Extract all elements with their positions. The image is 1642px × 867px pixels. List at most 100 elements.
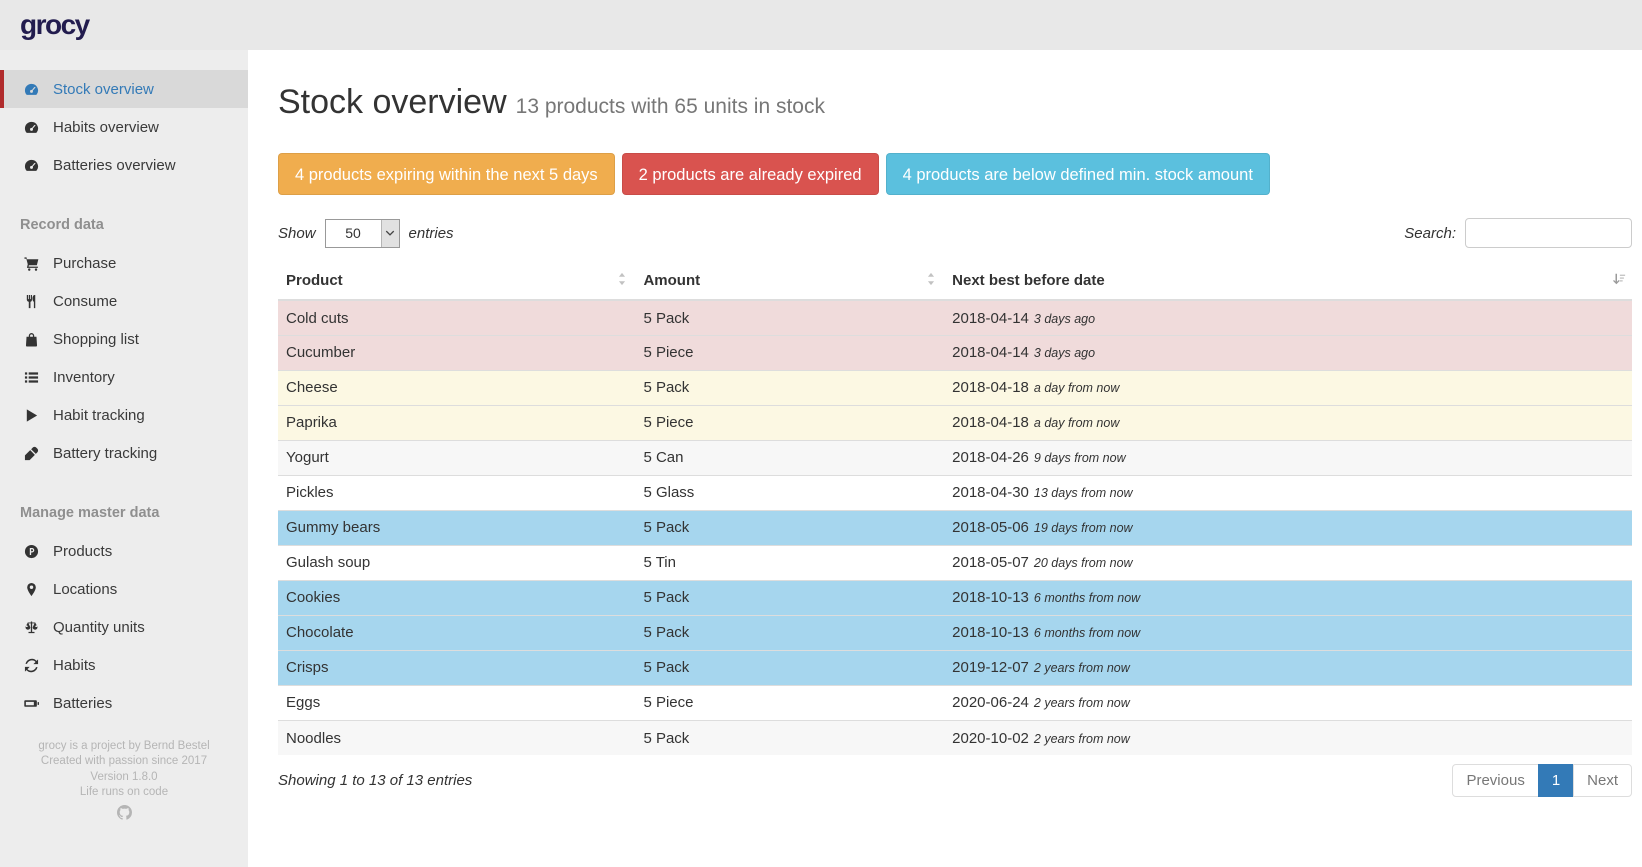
time-ago-note: 13 days from now xyxy=(1033,486,1133,501)
alert-expiring-soon[interactable]: 4 products expiring within the next 5 da… xyxy=(278,153,615,196)
sidebar-item-products[interactable]: Products xyxy=(0,532,248,570)
sidebar-item-label: Locations xyxy=(53,580,118,598)
best-before-date: 2018-10-13 xyxy=(952,589,1029,607)
sidebar-item-label: Shopping list xyxy=(53,330,139,348)
sidebar-item-label: Products xyxy=(53,542,113,560)
search-input[interactable] xyxy=(1465,218,1632,249)
p-circle-icon xyxy=(24,544,46,559)
best-before-date: 2018-04-14 xyxy=(952,309,1029,327)
time-ago-note: 6 months from now xyxy=(1033,591,1141,606)
sidebar-item-label: Purchase xyxy=(53,254,117,272)
table-row-chocolate: Chocolate 5 Pack 2018-10-13 6 months from n… xyxy=(278,614,1632,651)
cell-product: Paprika xyxy=(278,404,636,441)
app-logo[interactable]: grocy xyxy=(20,9,90,40)
pen-icon xyxy=(24,446,46,461)
sidebar-item-habits-overview[interactable]: Habits overview xyxy=(0,108,248,146)
sidebar-item-label: Habits xyxy=(53,656,96,674)
column-header-next-best-before-date[interactable]: Next best before date xyxy=(944,262,1632,302)
alert-below-min-stock[interactable]: 4 products are below defined min. stock … xyxy=(885,153,1270,196)
sidebar-nav: Stock overview Habits overview Batteries o… xyxy=(0,50,248,722)
sidebar-item-label: Quantity units xyxy=(53,618,145,636)
cell-amount: 5 Pack xyxy=(635,719,945,756)
page-length-select[interactable]: 50 xyxy=(324,218,400,248)
marker-icon xyxy=(24,582,46,597)
pagination-page-1-button[interactable]: 1 xyxy=(1537,764,1575,798)
sidebar-item-stock-overview[interactable]: Stock overview xyxy=(0,70,248,108)
table-entries-info: Showing 1 to 13 of 13 entries xyxy=(278,772,473,790)
cell-product: Eggs xyxy=(278,684,636,721)
pagination-previous-button[interactable]: Previous xyxy=(1452,764,1539,798)
cell-next-best-before-date: 2018-05-07 20 days from now xyxy=(944,544,1632,581)
cell-next-best-before-date: 2018-10-13 6 months from now xyxy=(944,579,1632,616)
best-before-date: 2020-10-02 xyxy=(952,729,1029,747)
cell-product: Noodles xyxy=(278,719,636,756)
time-ago-note: 3 days ago xyxy=(1033,346,1096,361)
sidebar-section-manage-master-data: Manage master data xyxy=(20,505,160,521)
sidebar-footer-line: Version 1.8.0 xyxy=(90,770,158,783)
cell-amount: 5 Tin xyxy=(635,544,945,581)
sidebar-footer-line: grocy is a project by Bernd Bestel xyxy=(38,739,210,752)
sidebar-item-purchase[interactable]: Purchase xyxy=(0,244,248,282)
sidebar-item-habit-tracking[interactable]: Habit tracking xyxy=(0,396,248,434)
sidebar-item-label: Consume xyxy=(53,292,118,310)
page-length-control: Show 50 entries xyxy=(278,218,454,248)
cell-next-best-before-date: 2018-04-18 a day from now xyxy=(944,369,1632,406)
sidebar-item-batteries-overview[interactable]: Batteries overview xyxy=(0,146,248,184)
page-length-value: 50 xyxy=(345,224,361,241)
table-row-cucumber: Cucumber 5 Piece 2018-04-14 3 days ago xyxy=(278,334,1632,371)
cell-next-best-before-date: 2018-04-14 3 days ago xyxy=(944,299,1632,336)
time-ago-note: 6 months from now xyxy=(1033,626,1141,641)
cell-product: Cold cuts xyxy=(278,299,636,336)
sidebar-item-inventory[interactable]: Inventory xyxy=(0,358,248,396)
time-ago-note: 3 days ago xyxy=(1033,311,1096,326)
top-header-bar: grocy xyxy=(0,0,1642,50)
sidebar-item-shopping-list[interactable]: Shopping list xyxy=(0,320,248,358)
best-before-date: 2018-04-18 xyxy=(952,379,1029,397)
cell-amount: 5 Can xyxy=(635,439,945,476)
page-title: Stock overview xyxy=(278,83,507,121)
sidebar-item-consume[interactable]: Consume xyxy=(0,282,248,320)
cell-next-best-before-date: 2018-10-13 6 months from now xyxy=(944,614,1632,651)
cell-amount: 5 Glass xyxy=(635,474,945,511)
best-before-date: 2018-04-14 xyxy=(952,344,1029,362)
table-row-cookies: Cookies 5 Pack 2018-10-13 6 months from now xyxy=(278,579,1632,616)
sidebar-item-label: Stock overview xyxy=(53,80,154,98)
sidebar-item-locations[interactable]: Locations xyxy=(0,570,248,608)
sidebar-item-label: Batteries xyxy=(53,694,113,712)
sidebar-footer: grocy is a project by Bernd Bestel Create… xyxy=(0,739,248,826)
time-ago-note: 2 years from now xyxy=(1033,731,1130,746)
alert-already-expired[interactable]: 2 products are already expired xyxy=(621,153,879,196)
sidebar-item-quantity-units[interactable]: Quantity units xyxy=(0,608,248,646)
cell-product: Cheese xyxy=(278,369,636,406)
chevron-down-icon xyxy=(380,219,399,247)
best-before-date: 2018-04-26 xyxy=(952,449,1029,467)
time-ago-note: a day from now xyxy=(1033,381,1120,396)
sidebar-item-label: Batteries overview xyxy=(53,156,176,174)
cell-amount: 5 Piece xyxy=(635,404,945,441)
table-header-row: Product Amount Next best before date xyxy=(278,262,1632,302)
cell-product: Pickles xyxy=(278,474,636,511)
column-header-amount[interactable]: Amount xyxy=(635,262,945,302)
sidebar-item-batteries[interactable]: Batteries xyxy=(0,684,248,722)
table-row-cold-cuts: Cold cuts 5 Pack 2018-04-14 3 days ago xyxy=(278,299,1632,336)
table-row-noodles: Noodles 5 Pack 2020-10-02 2 years from now xyxy=(278,719,1632,756)
sidebar-item-habits[interactable]: Habits xyxy=(0,646,248,684)
sort-both-icon xyxy=(924,271,938,290)
best-before-date: 2018-05-06 xyxy=(952,519,1029,537)
cell-amount: 5 Pack xyxy=(635,299,945,336)
time-ago-note: 2 years from now xyxy=(1033,661,1130,676)
cell-product: Chocolate xyxy=(278,614,636,651)
best-before-date: 2019-12-07 xyxy=(952,659,1029,677)
table-row-eggs: Eggs 5 Piece 2020-06-24 2 years from now xyxy=(278,684,1632,721)
sidebar-item-battery-tracking[interactable]: Battery tracking xyxy=(0,434,248,472)
cell-next-best-before-date: 2018-04-18 a day from now xyxy=(944,404,1632,441)
sidebar-item-label: Habit tracking xyxy=(53,406,145,424)
table-row-cheese: Cheese 5 Pack 2018-04-18 a day from now xyxy=(278,369,1632,406)
battery-icon xyxy=(24,696,46,711)
pagination-next-button[interactable]: Next xyxy=(1573,764,1632,798)
search-control: Search: xyxy=(1404,218,1632,249)
column-header-product[interactable]: Product xyxy=(278,262,636,302)
sidebar-footer-line: Created with passion since 2017 xyxy=(40,755,208,767)
tachometer-icon xyxy=(24,120,46,135)
github-icon[interactable] xyxy=(116,804,132,826)
